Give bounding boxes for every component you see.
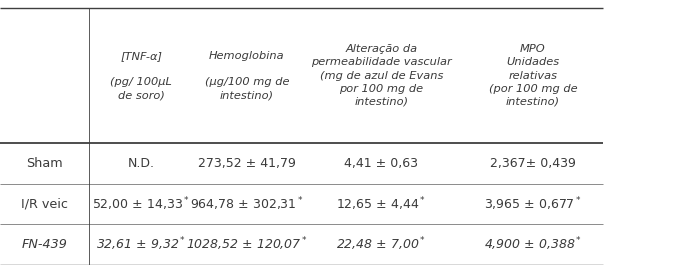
Text: FN-439: FN-439 [21, 238, 67, 251]
Text: 4,900 ± 0,388$^*$: 4,900 ± 0,388$^*$ [484, 236, 582, 254]
Text: 22,48 ± 7,00$^*$: 22,48 ± 7,00$^*$ [336, 236, 426, 254]
Text: 12,65 ± 4,44$^*$: 12,65 ± 4,44$^*$ [336, 195, 426, 213]
Text: MPO
Unidades
relativas
(por 100 mg de
intestino): MPO Unidades relativas (por 100 mg de in… [488, 44, 577, 107]
Text: 2,367± 0,439: 2,367± 0,439 [490, 157, 576, 170]
Text: 964,78 ± 302,31$^*$: 964,78 ± 302,31$^*$ [190, 195, 304, 213]
Text: Sham: Sham [26, 157, 63, 170]
Text: 32,61 ± 9,32$^*$: 32,61 ± 9,32$^*$ [96, 236, 187, 254]
Text: 273,52 ± 41,79: 273,52 ± 41,79 [198, 157, 296, 170]
Text: Alteração da
permeabilidade vascular
(mg de azul de Evans
por 100 mg de
intestin: Alteração da permeabilidade vascular (mg… [311, 44, 452, 107]
Text: N.D.: N.D. [128, 157, 155, 170]
Text: Hemoglobina

(μg/100 mg de
intestino): Hemoglobina (μg/100 mg de intestino) [204, 51, 289, 100]
Text: 3,965 ± 0,677$^*$: 3,965 ± 0,677$^*$ [484, 195, 582, 213]
Text: 1028,52 ± 120,07$^*$: 1028,52 ± 120,07$^*$ [186, 236, 308, 254]
Text: I/R veic: I/R veic [21, 197, 67, 211]
Text: [TNF-α]

(pg/ 100μL
de soro): [TNF-α] (pg/ 100μL de soro) [110, 51, 172, 100]
Text: 4,41 ± 0,63: 4,41 ± 0,63 [345, 157, 418, 170]
Text: 52,00 ± 14,33$^*$: 52,00 ± 14,33$^*$ [93, 195, 190, 213]
